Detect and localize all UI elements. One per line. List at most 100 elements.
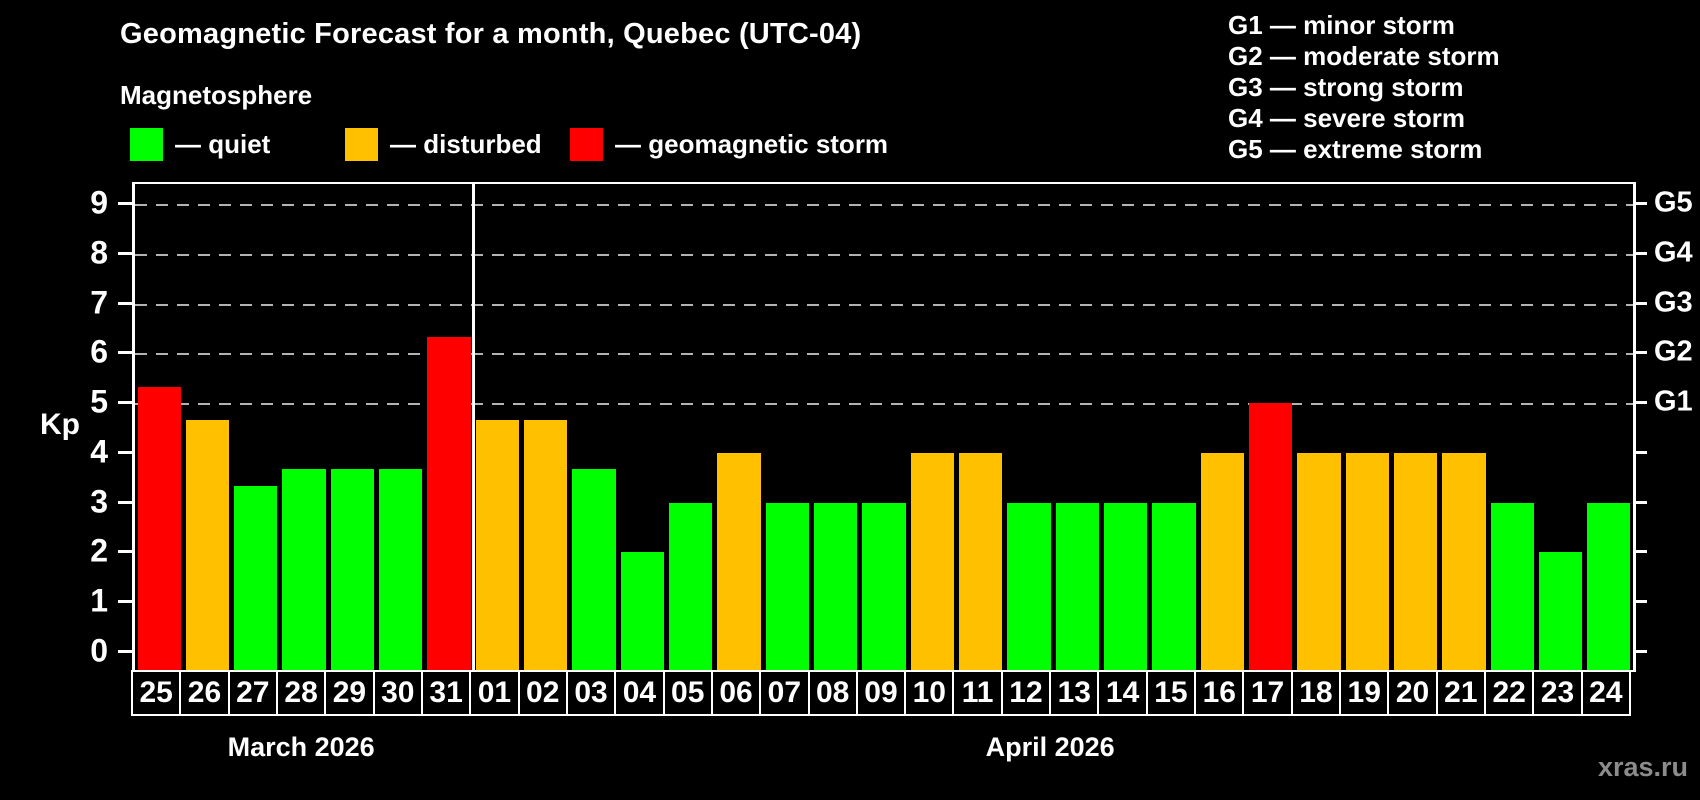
day-box-07: 07 [759, 670, 810, 716]
kp-bar-22 [1490, 502, 1534, 670]
day-box-26: 26 [179, 670, 230, 716]
y-tick-label-6: 6 [90, 333, 108, 370]
legend-item-quiet: — quiet [130, 128, 270, 161]
storm-scale-legend: G1 — minor storm G2 — moderate storm G3 — … [1228, 10, 1500, 165]
kp-bar-20 [1393, 452, 1438, 670]
kp-bar-16 [1200, 452, 1244, 670]
kp-bar-18 [1297, 452, 1341, 670]
g-scale-label-G5: G5 [1654, 186, 1693, 219]
chart-title: Geomagnetic Forecast for a month, Quebec… [120, 18, 862, 50]
day-box-02: 02 [517, 670, 568, 716]
month-separator [471, 184, 475, 670]
day-box-11: 11 [952, 670, 1003, 716]
day-box-17: 17 [1242, 670, 1293, 716]
legend-label-quiet: — quiet [175, 129, 271, 159]
kp-bar-07 [765, 502, 809, 670]
y-tick-label-2: 2 [90, 532, 108, 569]
kp-bar-29 [330, 469, 375, 670]
legend-item-storm: — geomagnetic storm [570, 128, 888, 161]
kp-bar-24 [1587, 502, 1631, 670]
day-box-06: 06 [710, 670, 762, 716]
g-scale-label-G3: G3 [1654, 286, 1693, 319]
day-box-13: 13 [1049, 670, 1100, 716]
day-box-16: 16 [1194, 670, 1245, 716]
y-tick-left-3 [118, 500, 132, 504]
kp-bar-05 [669, 502, 713, 670]
day-box-30: 30 [372, 670, 423, 716]
day-box-29: 29 [324, 670, 375, 716]
kp-bar-12 [1007, 502, 1051, 670]
day-box-01: 01 [469, 670, 520, 716]
day-box-03: 03 [565, 670, 617, 716]
kp-bar-28 [282, 469, 326, 670]
legend-label-storm: — geomagnetic storm [615, 129, 889, 159]
y-tick-left-5 [118, 401, 132, 405]
magnetosphere-legend: — quiet — disturbed — geomagnetic storm [0, 128, 1100, 172]
legend-label-disturbed: — disturbed [390, 129, 542, 159]
kp-bar-02 [524, 419, 568, 670]
storm-scale-line-3: G3 — strong storm [1228, 72, 1464, 102]
kp-bar-04 [620, 552, 665, 670]
kp-bar-31 [427, 336, 471, 670]
kp-bar-10 [910, 452, 954, 670]
day-box-27: 27 [227, 670, 278, 716]
kp-bar-17 [1248, 403, 1293, 670]
day-box-21: 21 [1435, 670, 1487, 716]
kp-bar-14 [1103, 502, 1148, 670]
storm-scale-line-4: G4 — severe storm [1228, 103, 1466, 133]
day-box-15: 15 [1145, 670, 1197, 716]
gridline-kp9 [135, 203, 1633, 206]
day-box-04: 04 [614, 670, 665, 716]
y-tick-left-9 [118, 201, 132, 205]
kp-bar-09 [862, 502, 906, 670]
kp-bar-11 [958, 452, 1003, 670]
kp-bar-26 [185, 419, 230, 670]
kp-bar-13 [1055, 502, 1099, 670]
kp-bar-15 [1152, 502, 1196, 670]
y-tick-left-0 [118, 650, 132, 653]
gridline-kp8 [135, 253, 1633, 256]
g-scale-label-G2: G2 [1654, 335, 1693, 368]
month-label-1: April 2026 [985, 732, 1115, 762]
day-box-14: 14 [1097, 670, 1148, 716]
day-box-19: 19 [1339, 670, 1390, 716]
y-tick-left-6 [118, 351, 132, 355]
day-box-23: 23 [1532, 670, 1583, 716]
y-tick-label-0: 0 [90, 632, 108, 669]
day-box-10: 10 [904, 670, 955, 716]
day-box-09: 09 [855, 670, 907, 716]
plot-area [132, 182, 1636, 672]
g-scale-label-G4: G4 [1654, 236, 1693, 269]
y-tick-label-1: 1 [90, 582, 108, 619]
kp-bar-19 [1345, 452, 1389, 670]
gridline-kp5 [135, 403, 1633, 406]
kp-bar-03 [572, 469, 616, 670]
day-box-31: 31 [420, 670, 472, 716]
day-box-24: 24 [1580, 670, 1631, 716]
day-box-25: 25 [131, 670, 182, 716]
gridline-kp7 [135, 303, 1633, 306]
y-tick-left-4 [118, 450, 132, 454]
y-tick-left-2 [118, 550, 132, 554]
kp-bar-23 [1538, 552, 1583, 670]
kp-bar-01 [475, 419, 520, 670]
y-tick-left-1 [118, 600, 132, 604]
legend-swatch-disturbed [345, 128, 378, 161]
day-box-18: 18 [1290, 670, 1342, 716]
day-box-22: 22 [1484, 670, 1535, 716]
kp-bar-06 [717, 452, 761, 670]
y-axis-label: Kp [40, 408, 80, 441]
legend-swatch-quiet [130, 128, 163, 161]
y-tick-label-7: 7 [90, 284, 108, 321]
legend-swatch-storm [570, 128, 603, 161]
day-box-05: 05 [662, 670, 713, 716]
legend-item-disturbed: — disturbed [345, 128, 542, 161]
month-label-0: March 2026 [227, 732, 375, 762]
y-tick-left-7 [118, 301, 132, 305]
watermark: xras.ru [1597, 752, 1688, 782]
y-tick-label-8: 8 [90, 234, 108, 271]
day-box-08: 08 [807, 670, 858, 716]
g-scale-label-G1: G1 [1654, 385, 1693, 418]
kp-bar-08 [814, 502, 858, 670]
storm-scale-line-5: G5 — extreme storm [1228, 134, 1483, 164]
